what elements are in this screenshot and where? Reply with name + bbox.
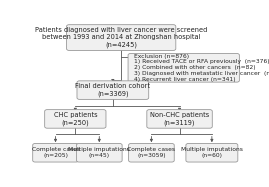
FancyBboxPatch shape [76, 143, 122, 162]
FancyBboxPatch shape [77, 81, 149, 99]
Text: Complete cases
(n=205): Complete cases (n=205) [31, 147, 80, 158]
Text: Exclusion (n=876)
1) Received TACE or RFA previously  (n=376)
2) Combined with o: Exclusion (n=876) 1) Received TACE or RF… [134, 54, 269, 82]
FancyBboxPatch shape [129, 143, 174, 162]
FancyBboxPatch shape [186, 143, 238, 162]
FancyBboxPatch shape [128, 53, 239, 82]
Text: Multiple imputations
(n=60): Multiple imputations (n=60) [181, 147, 243, 158]
Text: Non-CHC patients
(n=3119): Non-CHC patients (n=3119) [150, 112, 209, 126]
Text: Complete cases
(n=3059): Complete cases (n=3059) [128, 147, 175, 158]
FancyBboxPatch shape [66, 25, 176, 50]
Text: Patients diagnosed with liver cancer were screened
between 1993 and 2014 at Zhon: Patients diagnosed with liver cancer wer… [35, 27, 207, 48]
FancyBboxPatch shape [147, 110, 212, 128]
Text: Multiple imputations
(n=45): Multiple imputations (n=45) [68, 147, 130, 158]
FancyBboxPatch shape [33, 143, 78, 162]
Text: CHC patients
(n=250): CHC patients (n=250) [54, 112, 97, 126]
FancyBboxPatch shape [45, 110, 106, 128]
Text: Final derivation cohort
(n=3369): Final derivation cohort (n=3369) [75, 83, 150, 97]
